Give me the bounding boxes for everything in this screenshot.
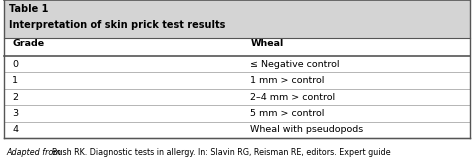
Text: 0: 0 xyxy=(12,60,18,69)
Text: 2–4 mm > control: 2–4 mm > control xyxy=(250,93,336,102)
Bar xyxy=(4,0,470,38)
Text: Wheal: Wheal xyxy=(250,39,283,48)
Text: 3: 3 xyxy=(12,109,18,118)
Bar xyxy=(4,38,470,56)
Bar xyxy=(4,72,470,89)
Text: ≤ Negative control: ≤ Negative control xyxy=(250,60,340,69)
Text: Table 1: Table 1 xyxy=(9,4,49,14)
Text: 1: 1 xyxy=(12,76,18,85)
Text: 1 mm > control: 1 mm > control xyxy=(250,76,325,85)
Text: 5 mm > control: 5 mm > control xyxy=(250,109,325,118)
Text: Bush RK. Diagnostic tests in allergy. In: Slavin RG, Reisman RE, editors. Expert: Bush RK. Diagnostic tests in allergy. In… xyxy=(52,148,390,157)
Text: Adapted from: Adapted from xyxy=(6,148,64,157)
Text: 2: 2 xyxy=(12,93,18,102)
Text: Grade: Grade xyxy=(12,39,45,48)
Text: Wheal with pseudopods: Wheal with pseudopods xyxy=(250,125,364,134)
Text: Interpretation of skin prick test results: Interpretation of skin prick test result… xyxy=(9,20,226,31)
Text: 4: 4 xyxy=(12,125,18,134)
Bar xyxy=(4,122,470,138)
Bar xyxy=(4,56,470,72)
Bar xyxy=(4,89,470,105)
Bar xyxy=(4,105,470,122)
